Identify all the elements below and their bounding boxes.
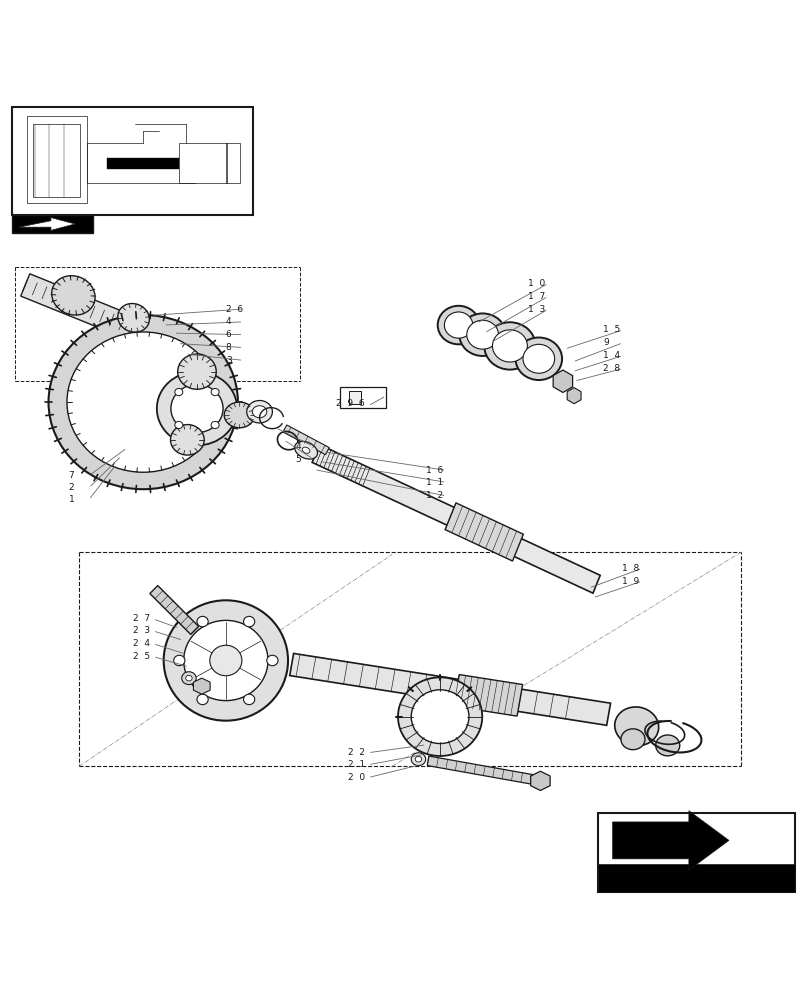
Bar	[226, 143, 240, 183]
Polygon shape	[445, 503, 524, 561]
Polygon shape	[149, 586, 199, 634]
Text: 2  2: 2 2	[347, 748, 365, 757]
Text: 4: 4	[296, 442, 301, 451]
Ellipse shape	[182, 672, 196, 685]
Bar	[349, 391, 360, 404]
Ellipse shape	[211, 421, 219, 429]
Text: 2  1: 2 1	[347, 760, 365, 769]
Polygon shape	[553, 370, 573, 392]
Ellipse shape	[183, 620, 268, 701]
Ellipse shape	[467, 320, 499, 349]
Ellipse shape	[252, 406, 267, 418]
Text: 1  8: 1 8	[622, 564, 639, 573]
Text: 9: 9	[603, 338, 608, 347]
Ellipse shape	[243, 694, 255, 705]
Polygon shape	[427, 756, 541, 786]
Ellipse shape	[415, 756, 422, 762]
Text: 1  0: 1 0	[528, 279, 545, 288]
Polygon shape	[290, 653, 611, 725]
Ellipse shape	[444, 312, 473, 338]
Ellipse shape	[484, 322, 536, 370]
Bar	[598, 813, 795, 892]
Ellipse shape	[492, 330, 528, 362]
Ellipse shape	[411, 753, 426, 766]
Text: 1  3: 1 3	[528, 305, 545, 314]
Ellipse shape	[523, 344, 554, 373]
Ellipse shape	[197, 616, 208, 627]
Polygon shape	[612, 811, 729, 870]
Polygon shape	[531, 771, 550, 790]
Ellipse shape	[48, 315, 238, 489]
Ellipse shape	[175, 421, 183, 429]
Polygon shape	[567, 388, 581, 404]
Text: 1  2: 1 2	[427, 491, 444, 500]
Ellipse shape	[170, 384, 223, 433]
Text: 1  4: 1 4	[603, 351, 620, 360]
Ellipse shape	[67, 332, 220, 472]
Ellipse shape	[438, 306, 479, 344]
Polygon shape	[283, 425, 329, 455]
Ellipse shape	[516, 338, 562, 380]
Ellipse shape	[225, 402, 255, 428]
Ellipse shape	[243, 616, 255, 627]
Text: 2  9  6: 2 9 6	[336, 399, 364, 408]
Ellipse shape	[302, 447, 310, 453]
Ellipse shape	[656, 735, 680, 756]
Text: 2  7: 2 7	[133, 614, 150, 623]
Ellipse shape	[178, 354, 217, 389]
Ellipse shape	[398, 677, 482, 756]
Text: 2  4: 2 4	[133, 639, 149, 648]
Ellipse shape	[460, 313, 506, 356]
Text: 1  9: 1 9	[622, 577, 639, 586]
Text: 1  7: 1 7	[528, 292, 545, 301]
Text: 2: 2	[69, 483, 74, 492]
Ellipse shape	[118, 304, 149, 332]
Polygon shape	[454, 675, 523, 716]
Ellipse shape	[615, 707, 659, 746]
Ellipse shape	[170, 425, 204, 455]
Text: 2  3: 2 3	[133, 626, 150, 635]
Text: 7: 7	[69, 471, 74, 480]
Bar	[107, 158, 179, 169]
Ellipse shape	[186, 675, 192, 681]
Bar	[33, 124, 80, 197]
Bar	[340, 387, 386, 408]
Ellipse shape	[164, 600, 288, 721]
Bar	[12, 215, 93, 233]
Text: 2  0: 2 0	[347, 773, 365, 782]
Text: 1  6: 1 6	[427, 466, 444, 475]
Bar	[27, 116, 87, 203]
Ellipse shape	[157, 372, 237, 445]
Text: 1  5: 1 5	[603, 325, 621, 334]
Ellipse shape	[211, 388, 219, 396]
Text: 4: 4	[226, 317, 231, 326]
Ellipse shape	[295, 441, 318, 459]
Text: 8: 8	[226, 343, 232, 352]
Text: 1  1: 1 1	[427, 478, 444, 487]
Text: 3: 3	[226, 356, 232, 365]
Text: 1: 1	[69, 495, 74, 504]
Ellipse shape	[197, 694, 208, 705]
Ellipse shape	[174, 655, 185, 666]
Ellipse shape	[267, 655, 278, 666]
Text: 2  8: 2 8	[603, 364, 620, 373]
Text: 5: 5	[296, 455, 301, 464]
Polygon shape	[312, 445, 600, 593]
Polygon shape	[19, 218, 75, 230]
Bar	[598, 864, 795, 892]
Text: 2  6: 2 6	[226, 305, 243, 314]
Ellipse shape	[52, 276, 95, 315]
Bar	[12, 107, 253, 215]
Text: 2  5: 2 5	[133, 652, 150, 661]
Text: 6: 6	[226, 330, 232, 339]
Ellipse shape	[411, 690, 469, 744]
Polygon shape	[21, 274, 145, 343]
Polygon shape	[193, 678, 210, 694]
Ellipse shape	[621, 729, 645, 750]
Bar	[179, 143, 228, 183]
Ellipse shape	[175, 388, 183, 396]
Ellipse shape	[210, 645, 242, 676]
Ellipse shape	[246, 400, 272, 423]
